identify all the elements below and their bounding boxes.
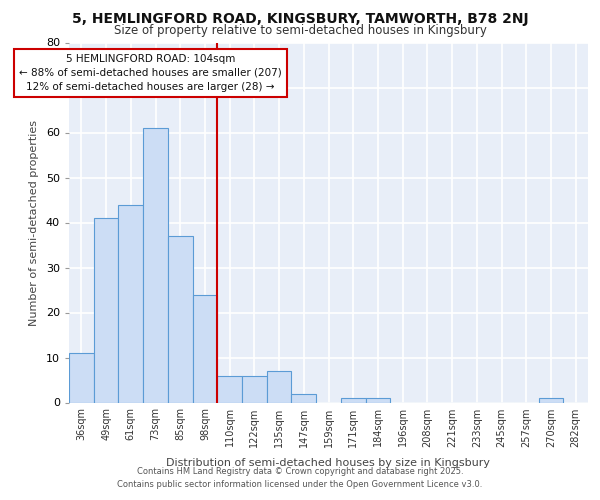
Bar — [118, 204, 143, 402]
Bar — [365, 398, 390, 402]
Text: Size of property relative to semi-detached houses in Kingsbury: Size of property relative to semi-detach… — [113, 24, 487, 37]
Text: Contains HM Land Registry data © Crown copyright and database right 2025.
Contai: Contains HM Land Registry data © Crown c… — [118, 468, 482, 489]
Bar — [292, 394, 316, 402]
Bar — [242, 376, 267, 402]
Bar — [143, 128, 168, 402]
Bar — [217, 376, 242, 402]
Bar — [267, 371, 292, 402]
Y-axis label: Number of semi-detached properties: Number of semi-detached properties — [29, 120, 39, 326]
Bar — [94, 218, 118, 402]
Bar — [539, 398, 563, 402]
Text: 5 HEMLINGFORD ROAD: 104sqm
← 88% of semi-detached houses are smaller (207)
12% o: 5 HEMLINGFORD ROAD: 104sqm ← 88% of semi… — [19, 54, 282, 92]
Text: 5, HEMLINGFORD ROAD, KINGSBURY, TAMWORTH, B78 2NJ: 5, HEMLINGFORD ROAD, KINGSBURY, TAMWORTH… — [71, 12, 529, 26]
Bar — [168, 236, 193, 402]
Bar — [69, 353, 94, 403]
Bar — [193, 294, 217, 403]
X-axis label: Distribution of semi-detached houses by size in Kingsbury: Distribution of semi-detached houses by … — [167, 458, 491, 468]
Bar — [341, 398, 365, 402]
